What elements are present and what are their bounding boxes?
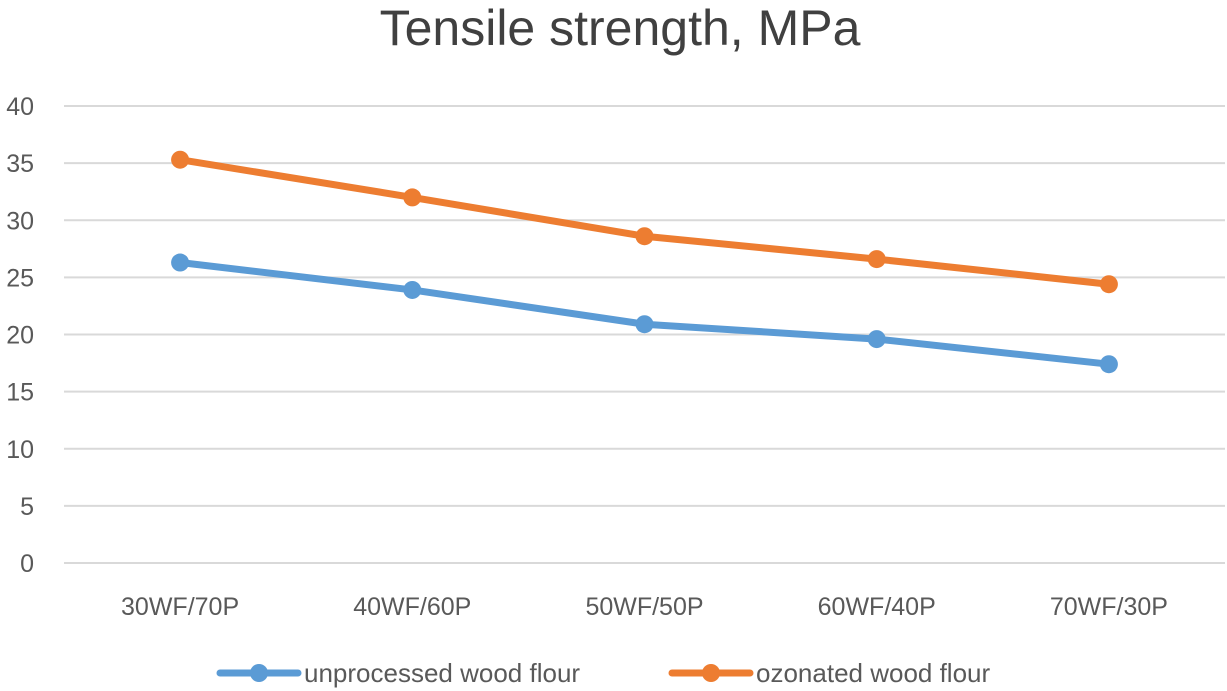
legend: unprocessed wood flour ozonated wood flou…	[216, 658, 991, 688]
data-point	[635, 315, 654, 334]
data-point	[867, 330, 886, 349]
legend-swatch-marker	[250, 664, 268, 682]
y-axis-ticks: 0 5 10 15 20 25 30 35 40	[6, 93, 34, 578]
y-tick-label: 25	[6, 264, 34, 292]
chart-title: Tensile strength, MPa	[380, 0, 861, 56]
y-tick-label: 20	[6, 322, 34, 350]
y-tick-label: 5	[20, 493, 34, 521]
series-group	[171, 150, 1118, 374]
data-point	[1099, 355, 1118, 374]
data-point	[635, 227, 654, 246]
series-0	[171, 253, 1118, 374]
x-tick-label: 40WF/60P	[353, 593, 471, 621]
y-tick-label: 30	[6, 207, 34, 235]
legend-label: ozonated wood flour	[756, 658, 991, 688]
legend-swatch-marker	[702, 664, 720, 682]
y-tick-label: 35	[6, 150, 34, 178]
y-tick-label: 10	[6, 436, 34, 464]
data-point	[171, 253, 190, 272]
y-tick-label: 15	[6, 379, 34, 407]
data-point	[403, 280, 422, 299]
legend-label: unprocessed wood flour	[304, 658, 580, 688]
x-tick-label: 60WF/40P	[818, 593, 936, 621]
x-tick-label: 50WF/50P	[585, 593, 703, 621]
x-tick-label: 30WF/70P	[121, 593, 239, 621]
x-tick-label: 70WF/30P	[1050, 593, 1168, 621]
series-line	[176, 156, 1113, 288]
data-point	[171, 150, 190, 169]
legend-item-0: unprocessed wood flour	[216, 658, 580, 688]
y-tick-label: 0	[20, 550, 34, 578]
legend-item-1: ozonated wood flour	[668, 658, 991, 688]
gridlines	[64, 105, 1225, 564]
y-tick-label: 40	[6, 93, 34, 121]
x-axis-ticks: 30WF/70P 40WF/60P 50WF/50P 60WF/40P 70WF/30P	[121, 593, 1168, 621]
data-point	[403, 188, 422, 207]
data-point	[1099, 275, 1118, 294]
series-1	[171, 150, 1118, 294]
data-point	[867, 250, 886, 269]
